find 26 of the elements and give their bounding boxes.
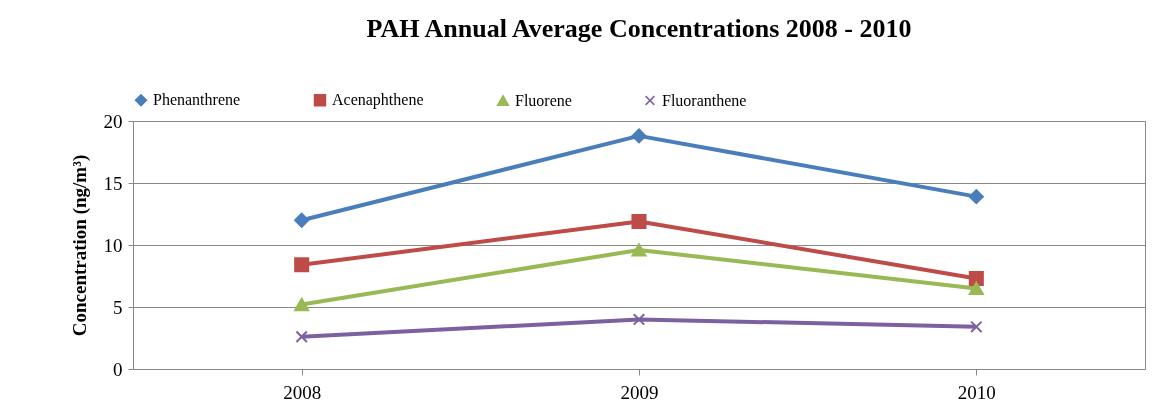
legend-label: Fluoranthene <box>662 91 747 109</box>
y-tick-label: 15 <box>103 172 123 194</box>
x-tick-label: 2008 <box>283 381 322 403</box>
y-axis-title: Concentration (ng/m³) <box>68 154 91 337</box>
chart-title: PAH Annual Average Concentrations 2008 - 2010 <box>366 14 912 43</box>
y-tick-label: 20 <box>103 110 123 132</box>
point <box>631 243 647 257</box>
point <box>294 257 310 273</box>
point <box>968 189 984 205</box>
legend-label: Fluorene <box>515 91 572 109</box>
point <box>295 330 308 343</box>
point <box>970 320 983 334</box>
point <box>632 313 646 326</box>
point <box>294 297 310 312</box>
point <box>968 270 984 286</box>
y-tick-label: 0 <box>113 358 123 380</box>
point <box>631 213 647 229</box>
y-tick-label: 10 <box>103 234 123 256</box>
x-tick-label: 2009 <box>620 381 659 403</box>
y-tick-label: 5 <box>113 296 123 318</box>
legend-label: Phenanthrene <box>153 91 241 109</box>
point <box>968 281 984 296</box>
point <box>631 128 647 144</box>
x-tick-label: 2010 <box>957 381 996 403</box>
point <box>294 212 310 228</box>
legend-label: Acenaphthene <box>332 91 424 110</box>
